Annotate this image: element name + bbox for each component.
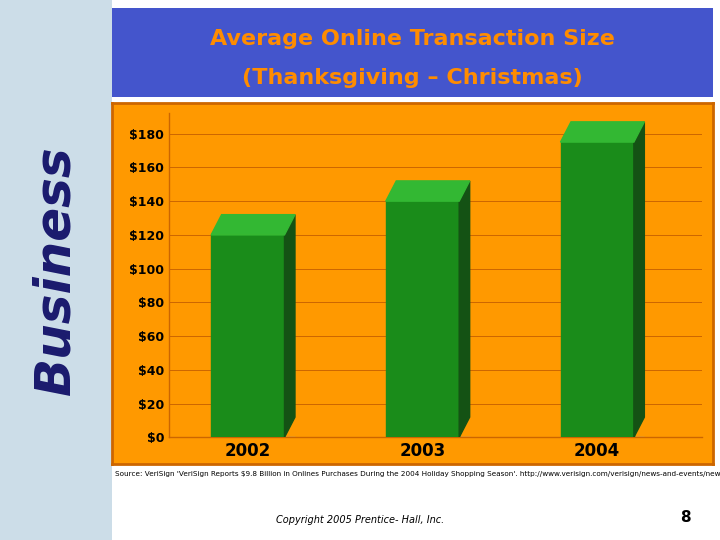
Bar [391, 437, 469, 449]
Bar [560, 142, 634, 437]
Polygon shape [634, 122, 644, 437]
Polygon shape [560, 122, 644, 142]
Text: Average Online Transaction Size: Average Online Transaction Size [210, 29, 615, 49]
Polygon shape [459, 181, 469, 437]
Text: 8: 8 [680, 510, 691, 525]
Text: Business: Business [32, 145, 80, 395]
Polygon shape [211, 214, 295, 235]
Text: (Thanksgiving – Christmas): (Thanksgiving – Christmas) [242, 68, 582, 87]
Bar [217, 437, 295, 449]
Text: Source: VeriSign 'VeriSign Reports $9.8 Billion in Onlines Purchases During the : Source: VeriSign 'VeriSign Reports $9.8 … [115, 471, 720, 477]
Text: Copyright 2005 Prentice- Hall, Inc.: Copyright 2005 Prentice- Hall, Inc. [276, 515, 444, 525]
Polygon shape [386, 181, 469, 201]
Bar [386, 201, 459, 437]
Polygon shape [284, 214, 295, 437]
Bar [566, 437, 644, 449]
Bar [211, 235, 284, 437]
